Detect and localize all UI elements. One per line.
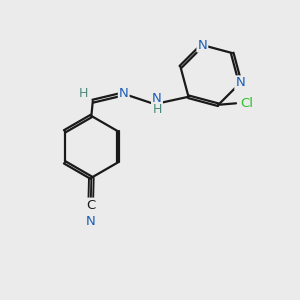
Text: H: H xyxy=(79,87,88,100)
Text: N: N xyxy=(152,92,162,105)
Text: N: N xyxy=(235,76,245,89)
Text: N: N xyxy=(197,39,207,52)
Text: N: N xyxy=(86,215,96,228)
Text: N: N xyxy=(119,87,129,100)
Text: Cl: Cl xyxy=(240,97,253,110)
Text: H: H xyxy=(152,103,162,116)
Text: C: C xyxy=(86,199,95,212)
